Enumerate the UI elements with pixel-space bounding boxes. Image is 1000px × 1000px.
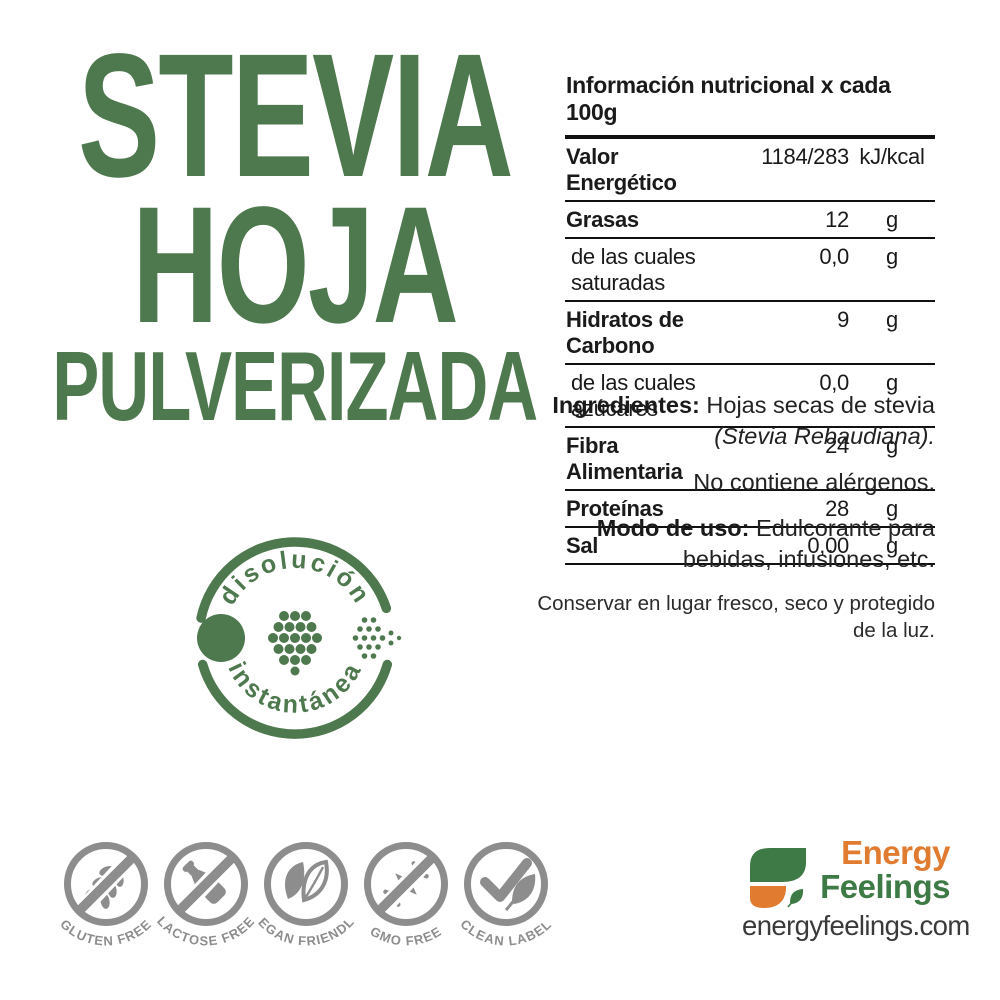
nutrition-row-unit: g bbox=[886, 496, 898, 521]
nutrition-row-unit: g bbox=[886, 307, 898, 332]
product-title: STEVIA HOJA PULVERIZADA bbox=[40, 28, 550, 435]
nutrition-row-unit: g bbox=[886, 207, 898, 232]
nutrition-row-unit: g bbox=[886, 244, 898, 269]
brand-website: energyfeelings.com bbox=[742, 910, 970, 942]
nutrition-row: de las cuales saturadas 0,0 g bbox=[565, 239, 935, 302]
product-title-line3: PULVERIZADA bbox=[52, 331, 539, 441]
nutrition-row-value: 0,00 bbox=[807, 533, 849, 558]
nutrition-row-unit: g bbox=[886, 533, 898, 558]
cert-dna-icon: GMO FREE bbox=[364, 842, 448, 949]
cert-wheat-icon: GLUTEN FREE bbox=[57, 842, 153, 949]
cert-label: LACTOSE FREE bbox=[156, 913, 256, 948]
nutrition-row-label: Proteínas bbox=[566, 496, 664, 521]
nutrition-row-value: 0,0 bbox=[819, 244, 849, 269]
nutrition-row-unit: g bbox=[886, 370, 898, 395]
usage-label: Modo de uso: bbox=[596, 515, 750, 542]
nutrition-row-label: Grasas bbox=[566, 207, 639, 232]
ingredients-paragraph: Ingredientes: Hojas secas de stevia (Stev… bbox=[535, 390, 935, 452]
nutrition-row-value: 1184/283 bbox=[761, 144, 849, 169]
nutrition-row-label: Valor Energético bbox=[566, 144, 677, 195]
nutrition-row-value: 28 bbox=[825, 496, 849, 521]
product-title-line1: STEVIA bbox=[78, 18, 514, 214]
nutrition-row-label: Sal bbox=[566, 533, 599, 558]
ingredients-latin-name: (Stevia Rebaudiana). bbox=[714, 423, 935, 450]
nutrition-row-label: Hidratos de Carbono bbox=[566, 307, 684, 358]
cert-bottle-icon: LACTOSE FREE bbox=[156, 842, 256, 949]
nutrition-row: Fibra Alimentaria 24 g bbox=[565, 428, 935, 491]
brand-name-feelings: Feelings bbox=[820, 867, 950, 905]
ingredients-text: Hojas secas de stevia bbox=[699, 392, 935, 418]
badge-bottom-text: instantánea bbox=[222, 657, 367, 719]
dots-center bbox=[268, 611, 322, 676]
dots-right bbox=[352, 617, 402, 659]
brand-block: Energy Feelings energyfeelings.com bbox=[742, 834, 970, 942]
nutrition-row-label: Fibra Alimentaria bbox=[566, 433, 683, 484]
nutrition-row-value: 12 bbox=[825, 207, 849, 232]
energy-feelings-logo-icon bbox=[750, 848, 806, 908]
nutrition-rows: Valor Energético 1184/283 kJ/kcal Grasas 12 g… bbox=[565, 139, 935, 565]
ingredients-label: Ingredientes: bbox=[552, 392, 700, 418]
nutrition-table: Información nutricional x cada 100g Valo… bbox=[565, 70, 935, 565]
product-info-text: Ingredientes: Hojas secas de stevia (Stev… bbox=[535, 390, 935, 659]
nutrition-row-unit: g bbox=[886, 433, 898, 458]
nutrition-row: Valor Energético 1184/283 kJ/kcal bbox=[565, 139, 935, 202]
cert-check-leaf-icon: CLEAN LABEL bbox=[457, 842, 553, 949]
nutrition-row: Hidratos de Carbono 9 g bbox=[565, 302, 935, 365]
certification-icons-row: GLUTEN FREE LACTOSE FREE VEGAN FRIENDLY bbox=[56, 836, 556, 964]
nutrition-row-label: de las cuales azúcares bbox=[571, 370, 696, 421]
instant-dissolution-badge-icon: disolución instantánea bbox=[196, 537, 402, 739]
nutrition-row: Grasas 12 g bbox=[565, 202, 935, 239]
allergens-text: No contiene alérgenos. bbox=[693, 469, 935, 496]
badge-bottom-label: instantánea bbox=[222, 657, 364, 719]
nutrition-row-value: 0,0 bbox=[819, 370, 849, 395]
nutrition-row-label: de las cuales saturadas bbox=[571, 244, 696, 295]
cert-leaves-icon: VEGAN FRIENDLY bbox=[256, 836, 356, 949]
nutrition-row-value: 24 bbox=[825, 433, 849, 458]
nutrition-row: Proteínas 28 g bbox=[565, 491, 935, 528]
cert-label: GMO FREE bbox=[368, 923, 445, 948]
nutrition-row: de las cuales azúcares 0,0 g bbox=[565, 365, 935, 428]
brand-name-energy: Energy bbox=[841, 834, 950, 871]
nutrition-row-unit: kJ/kcal bbox=[859, 144, 925, 169]
usage-paragraph: Modo de uso: Edulcorante para bebidas, i… bbox=[535, 513, 935, 575]
nutrition-row: Sal 0,00 g bbox=[565, 528, 935, 565]
usage-text: Edulcorante para bebidas, infusiones, et… bbox=[682, 515, 935, 573]
storage-text: Conservar en lugar fresco, seco y proteg… bbox=[537, 592, 935, 643]
nutrition-row-value: 9 bbox=[837, 307, 849, 332]
nutrition-table-header: Información nutricional x cada 100g bbox=[565, 70, 935, 139]
product-title-line2: HOJA bbox=[132, 173, 460, 358]
